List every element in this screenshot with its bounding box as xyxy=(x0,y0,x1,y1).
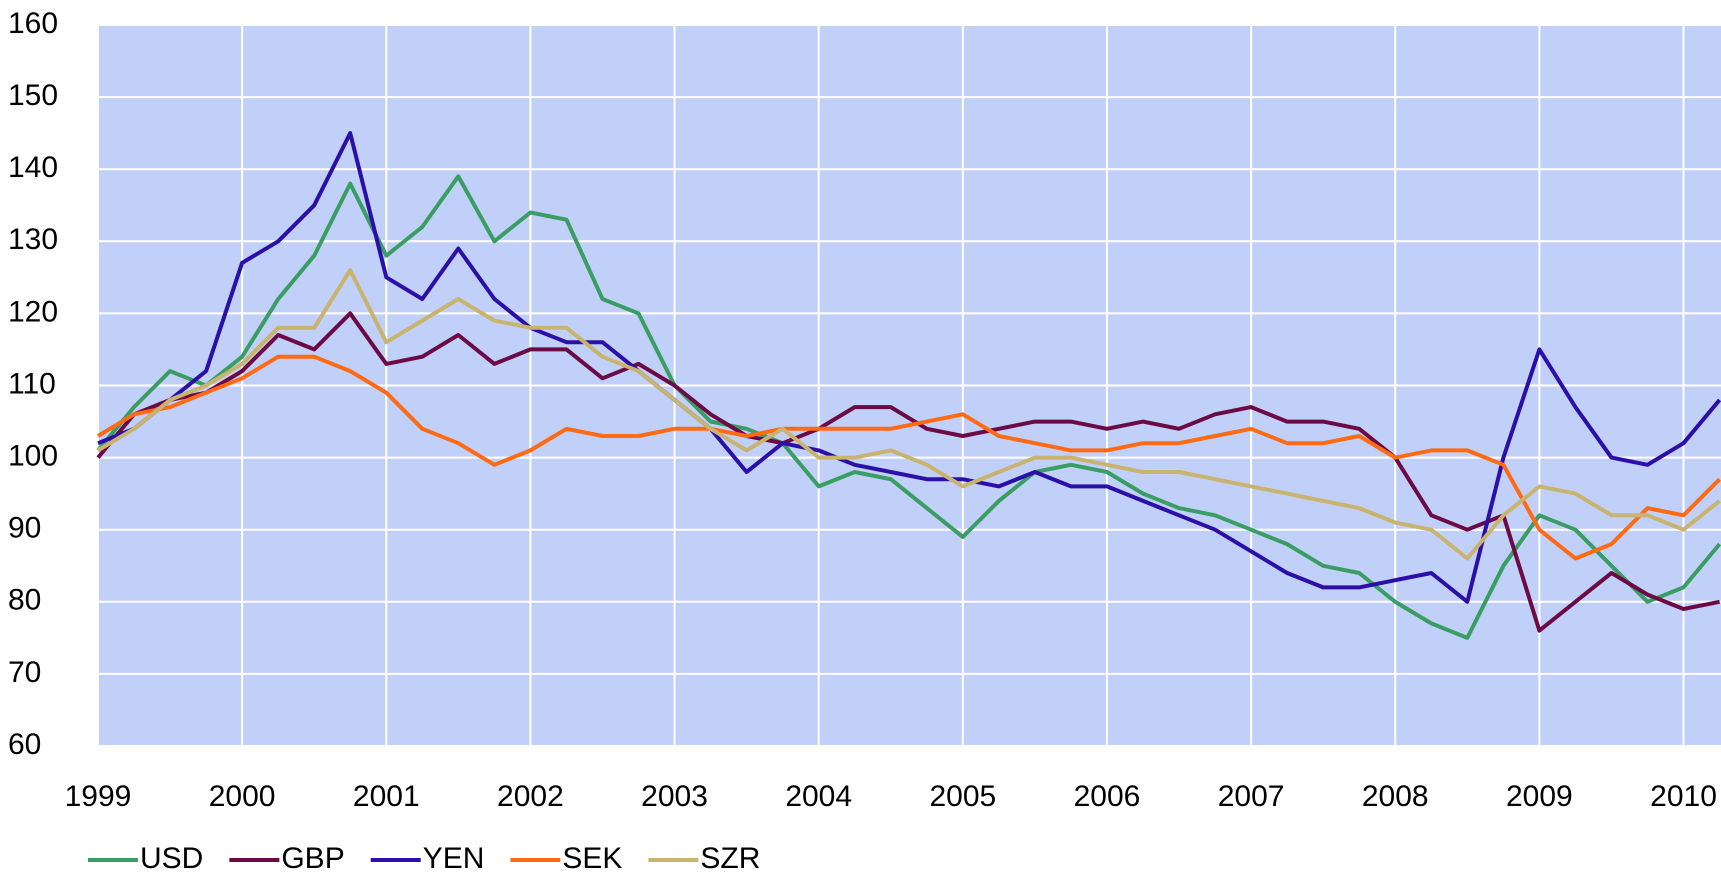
x-tick-label: 2004 xyxy=(785,780,852,813)
x-tick-label: 2005 xyxy=(929,780,996,813)
series-line xyxy=(97,131,1721,604)
y-tick-label: 60 xyxy=(8,728,41,761)
y-tick-label: 80 xyxy=(8,584,41,617)
x-tick-label: 2002 xyxy=(497,780,564,813)
y-tick-label: 90 xyxy=(8,512,41,545)
series-line xyxy=(96,174,1721,640)
x-tick-label: 2009 xyxy=(1506,780,1573,813)
series-line xyxy=(96,311,1720,633)
y-tick-label: 160 xyxy=(8,7,58,40)
series-line xyxy=(96,354,1721,561)
legend-label: YEN xyxy=(423,842,485,875)
y-tick-label: 140 xyxy=(8,151,58,184)
legend-label: GBP xyxy=(281,842,344,875)
x-tick-label: 2000 xyxy=(209,780,276,813)
x-tick-label: 2008 xyxy=(1362,780,1429,813)
x-tick-label: 2006 xyxy=(1074,780,1141,813)
legend-label: USD xyxy=(140,842,203,875)
legend-label: SZR xyxy=(700,842,760,875)
y-tick-label: 130 xyxy=(8,223,58,256)
y-tick-label: 70 xyxy=(8,656,41,689)
x-tick-label: 2001 xyxy=(353,780,420,813)
y-tick-label: 100 xyxy=(8,440,58,473)
legend-label: SEK xyxy=(562,842,622,875)
y-tick-label: 150 xyxy=(8,79,58,112)
x-tick-label: 1999 xyxy=(65,780,132,813)
series-line xyxy=(96,268,1721,561)
x-tick-label: 2010 xyxy=(1650,780,1717,813)
x-tick-label: 2003 xyxy=(641,780,708,813)
y-tick-label: 120 xyxy=(8,295,58,328)
y-tick-label: 110 xyxy=(8,367,56,400)
x-tick-label: 2007 xyxy=(1218,780,1285,813)
